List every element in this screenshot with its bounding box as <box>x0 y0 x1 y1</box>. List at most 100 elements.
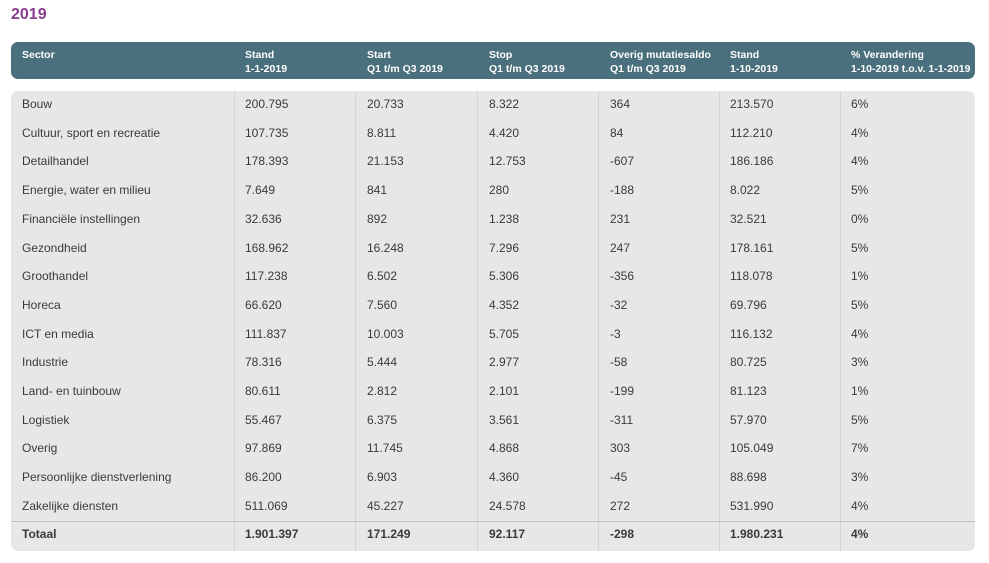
table-cell: -607 <box>610 154 635 169</box>
table-cell: 2.101 <box>489 384 520 398</box>
sector-name: Horeca <box>22 297 61 312</box>
total-divider <box>11 521 975 522</box>
table-cell: 20.733 <box>367 97 404 111</box>
table-cell: 168.962 <box>245 240 289 255</box>
column-header-stand-end: Stand 1-10-2019 <box>730 49 778 75</box>
column-header-start: Start Q1 t/m Q3 2019 <box>367 49 443 75</box>
table-cell: 178.393 <box>245 154 289 169</box>
column-divider <box>598 91 599 551</box>
table-cell: 892 <box>367 211 388 226</box>
table-cell: 112.210 <box>730 125 773 140</box>
table-cell: 200.795 <box>245 97 289 111</box>
table-cell: 364 <box>610 97 631 111</box>
table-cell: 5.444 <box>367 355 398 370</box>
total-cell: -298 <box>610 527 635 541</box>
table-row: Industrie 78.316 5.444 2.977 -58 80.725 3% <box>11 349 975 378</box>
table-cell: 4% <box>851 498 869 513</box>
total-row: Totaal 1.901.397 171.249 92.117 -298 1.980.23… <box>11 521 975 550</box>
table-cell: 78.316 <box>245 355 282 370</box>
table-cell: 7.649 <box>245 183 276 198</box>
table-row: Gezondheid 168.962 16.248 7.296 247 178.161 5% <box>11 235 975 264</box>
table-cell: 81.123 <box>730 384 767 398</box>
table-cell: 16.248 <box>367 240 404 255</box>
table-cell: -3 <box>610 326 621 341</box>
table-cell: 80.611 <box>245 384 281 398</box>
table-cell: 6% <box>851 97 869 111</box>
table-cell: 111.837 <box>245 326 287 341</box>
column-header-stand-start: Stand 1-1-2019 <box>245 49 288 75</box>
table-cell: 105.049 <box>730 441 774 456</box>
sector-name: Gezondheid <box>22 240 87 255</box>
table-cell: 280 <box>489 183 510 198</box>
table-cell: 531.990 <box>730 498 774 513</box>
table-cell: 247 <box>610 240 631 255</box>
sector-name: Overig <box>22 441 58 456</box>
table-cell: 2.812 <box>367 384 398 398</box>
table-row: Horeca 66.620 7.560 4.352 -32 69.796 5% <box>11 292 975 321</box>
table-cell: 4.352 <box>489 297 520 312</box>
column-header-overig: Overig mutatiesaldo Q1 t/m Q3 2019 <box>610 49 711 75</box>
total-cell: 1.901.397 <box>245 527 299 541</box>
table-cell: 21.153 <box>367 154 404 169</box>
table-cell: 45.227 <box>367 498 404 513</box>
table-cell: -311 <box>610 412 634 427</box>
table-cell: 3% <box>851 470 869 485</box>
table-cell: 4.868 <box>489 441 520 456</box>
sector-name: Land- en tuinbouw <box>22 384 121 398</box>
table-cell: 10.003 <box>367 326 404 341</box>
table-header: Sector Stand 1-1-2019 Start Q1 t/m Q3 20… <box>11 42 975 79</box>
table-cell: 186.186 <box>730 154 774 169</box>
table-cell: 231 <box>610 211 631 226</box>
table-cell: -188 <box>610 183 635 198</box>
table-row: Detailhandel 178.393 21.153 12.753 -607 186.1… <box>11 148 975 177</box>
table-row: Bouw 200.795 20.733 8.322 364 213.570 6% <box>11 91 975 120</box>
table-cell: 97.869 <box>245 441 282 456</box>
table-cell: 8.022 <box>730 183 761 198</box>
table-row: Overig 97.869 11.745 4.868 303 105.049 7% <box>11 435 975 464</box>
sector-name: Cultuur, sport en recreatie <box>22 125 161 140</box>
table-cell: 303 <box>610 441 631 456</box>
total-cell: 4% <box>851 527 869 541</box>
table-cell: 6.502 <box>367 269 398 284</box>
sector-name: Logistiek <box>22 412 70 427</box>
table-cell: 1% <box>851 384 869 398</box>
table-cell: 57.970 <box>730 412 767 427</box>
table-cell: 841 <box>367 183 388 198</box>
table-cell: 2.977 <box>489 355 520 370</box>
column-divider <box>477 91 478 551</box>
table-cell: 107.735 <box>245 125 289 140</box>
table-cell: 4.420 <box>489 125 520 140</box>
column-divider <box>355 91 356 551</box>
page-title-year: 2019 <box>11 6 47 23</box>
total-cell: 171.249 <box>367 527 411 541</box>
sector-name: Financiële instellingen <box>22 211 141 226</box>
table-cell: 117.238 <box>245 269 288 284</box>
table-cell: 4% <box>851 125 869 140</box>
column-divider <box>719 91 720 551</box>
table-cell: 4% <box>851 154 869 169</box>
table-row: Land- en tuinbouw 80.611 2.812 2.101 -199 81.… <box>11 378 975 407</box>
column-header-sector: Sector <box>22 49 55 61</box>
table-cell: 6.903 <box>367 470 398 485</box>
table-cell: 5% <box>851 240 869 255</box>
total-cell: 1.980.231 <box>730 527 784 541</box>
table-row: Groothandel 117.238 6.502 5.306 -356 118.078 1… <box>11 263 975 292</box>
table-cell: 88.698 <box>730 470 767 485</box>
sector-name: Persoonlijke dienstverlening <box>22 470 172 485</box>
table-cell: -32 <box>610 297 628 312</box>
table-row: Zakelijke diensten 511.069 45.227 24.578 272… <box>11 493 975 522</box>
table-cell: 5.306 <box>489 269 520 284</box>
table-row: Cultuur, sport en recreatie 107.735 8.811 4… <box>11 120 975 149</box>
table-cell: 5.705 <box>489 326 520 341</box>
table-cell: 213.570 <box>730 97 774 111</box>
table-cell: 8.811 <box>367 125 397 140</box>
sector-name: Zakelijke diensten <box>22 498 119 513</box>
table-cell: 511.069 <box>245 498 288 513</box>
table-cell: 8.322 <box>489 97 520 111</box>
column-header-verandering: % Verandering 1-10-2019 t.o.v. 1-1-2019 <box>851 49 971 75</box>
table-cell: 12.753 <box>489 154 526 169</box>
table-cell: 69.796 <box>730 297 767 312</box>
table-cell: 86.200 <box>245 470 282 485</box>
sector-name: Bouw <box>22 97 53 111</box>
table-cell: 7.560 <box>367 297 398 312</box>
